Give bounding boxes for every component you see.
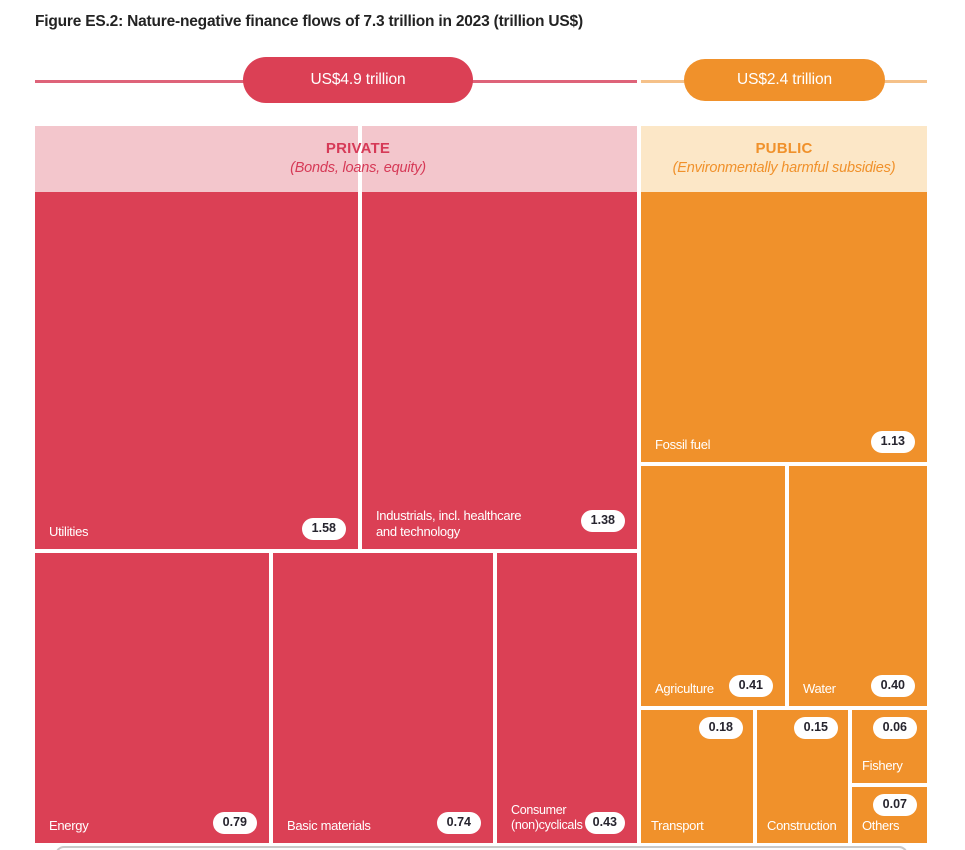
treemap-cell-construction: 0.15 Construction (757, 710, 848, 843)
cell-label-others: Others (862, 817, 900, 833)
cell-value-energy: 0.79 (212, 812, 257, 834)
cell-value-construction: 0.15 (793, 717, 838, 739)
page-bottom-edge (55, 846, 908, 850)
cell-value-basic-materials: 0.74 (436, 812, 481, 834)
cell-label-utilities: Utilities (49, 523, 89, 539)
cell-label-industrials: Industrials, incl. healthcare and techno… (376, 507, 522, 539)
cell-label-fossil-fuel: Fossil fuel (655, 436, 711, 452)
cell-value-transport: 0.18 (698, 717, 743, 739)
figure-title: Figure ES.2: Nature-negative finance flo… (35, 13, 583, 30)
private-total-label: US$4.9 trillion (310, 71, 406, 88)
cell-label-water: Water (803, 680, 836, 696)
cell-label-basic-materials: Basic materials (287, 817, 371, 833)
cell-value-industrials: 1.38 (580, 510, 625, 532)
treemap-cell-energy: Energy 0.79 (35, 553, 269, 843)
public-header-band: PUBLIC (Environmentally harmful subsidie… (641, 126, 927, 192)
treemap-cell-fossil-fuel: Fossil fuel 1.13 (641, 192, 927, 462)
private-header-text: PRIVATE (Bonds, loans, equity) (290, 139, 426, 179)
private-header-subtitle: (Bonds, loans, equity) (290, 160, 426, 177)
cell-value-fishery: 0.06 (872, 717, 917, 739)
cell-label-energy: Energy (49, 817, 89, 833)
cell-value-fossil-fuel: 1.13 (870, 431, 915, 453)
private-header-divider (358, 126, 362, 192)
cell-value-agriculture: 0.41 (728, 675, 773, 697)
cell-label-transport: Transport (651, 817, 704, 833)
treemap-cell-agriculture: Agriculture 0.41 (641, 466, 785, 706)
cell-label-consumer-noncyclicals: Consumer (non)cyclicals (511, 802, 583, 833)
public-total-badge: US$2.4 trillion (684, 59, 885, 101)
cell-value-water: 0.40 (870, 675, 915, 697)
treemap-cell-others: 0.07 Others (852, 787, 927, 843)
private-total-badge: US$4.9 trillion (243, 57, 473, 103)
treemap-cell-fishery: 0.06 Fishery (852, 710, 927, 783)
treemap-cell-utilities: Utilities 1.58 (35, 192, 358, 549)
treemap-cell-consumer-noncyclicals: Consumer (non)cyclicals 0.43 (497, 553, 637, 843)
treemap-cell-industrials: Industrials, incl. healthcare and techno… (362, 192, 637, 549)
private-header-title: PRIVATE (325, 140, 391, 158)
cell-label-agriculture: Agriculture (655, 680, 714, 696)
treemap-cell-basic-materials: Basic materials 0.74 (273, 553, 493, 843)
cell-label-construction: Construction (767, 817, 837, 833)
cell-value-utilities: 1.58 (301, 518, 346, 540)
public-header-subtitle: (Environmentally harmful subsidies) (672, 160, 896, 177)
private-header-band: PRIVATE (Bonds, loans, equity) (35, 126, 637, 192)
public-header-title: PUBLIC (755, 140, 813, 158)
public-header-text: PUBLIC (Environmentally harmful subsidie… (673, 139, 896, 179)
treemap-cell-transport: 0.18 Transport (641, 710, 753, 843)
cell-value-others: 0.07 (872, 794, 917, 816)
public-total-label: US$2.4 trillion (737, 71, 832, 88)
cell-label-fishery: Fishery (862, 757, 903, 773)
cell-value-consumer-noncyclicals: 0.43 (584, 812, 625, 834)
treemap-cell-water: Water 0.40 (789, 466, 927, 706)
